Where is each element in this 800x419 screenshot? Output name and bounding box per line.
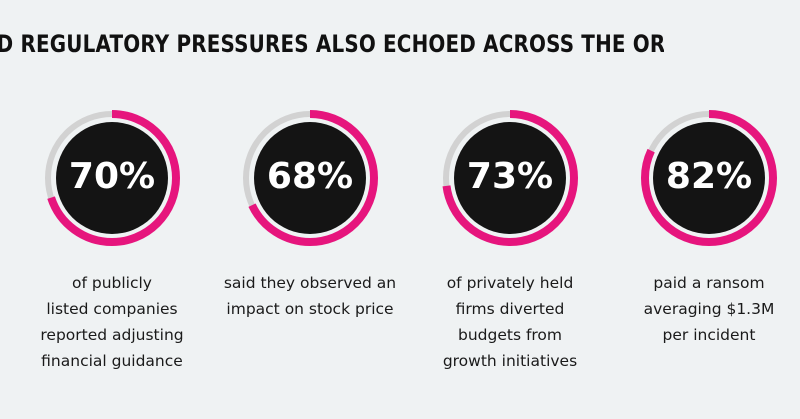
caption-line: budgets from <box>457 326 563 344</box>
stat-value: 73% <box>466 156 554 197</box>
donut-4 <box>639 108 779 248</box>
stat-value: 82% <box>665 156 753 197</box>
donut-disc <box>56 122 168 234</box>
stat-value: 68% <box>266 156 354 197</box>
caption-line: of privately held <box>446 274 574 292</box>
caption-line: averaging $1.3M <box>643 300 775 318</box>
caption-line: said they observed an <box>223 274 397 292</box>
donut-disc <box>254 122 366 234</box>
stat-card-1: 70% of publicly listed companies reporte… <box>22 108 202 408</box>
caption-line: per incident <box>662 326 756 344</box>
donut-disc <box>653 122 765 234</box>
caption-line: of publicly <box>72 274 152 292</box>
donut-3 <box>440 108 580 248</box>
stat-card-3: 73% of privately held firms diverted bud… <box>420 108 600 408</box>
caption-line: financial guidance <box>41 352 183 370</box>
donut-2 <box>240 108 380 248</box>
stat-value: 70% <box>68 156 156 197</box>
stat-card-4: 82% paid a ransom averaging $1.3M per in… <box>619 108 799 408</box>
caption-line: paid a ransom <box>653 274 765 292</box>
stat-caption: paid a ransom averaging $1.3M per incide… <box>619 270 799 348</box>
headline: D REGULATORY PRESSURES ALSO ECHOED ACROS… <box>0 30 664 58</box>
stat-caption: of privately held firms diverted budgets… <box>420 270 600 374</box>
caption-line: reported adjusting <box>40 326 184 344</box>
stat-caption: of publicly listed companies reported ad… <box>22 270 202 374</box>
donut-arc <box>44 110 180 246</box>
caption-line: impact on stock price <box>226 300 394 318</box>
stat-caption: said they observed an impact on stock pr… <box>220 270 400 322</box>
donut-arc <box>641 110 777 246</box>
donut-1 <box>42 108 182 248</box>
donut-disc <box>454 122 566 234</box>
caption-line: growth initiatives <box>442 352 578 370</box>
caption-line: listed companies <box>46 300 178 318</box>
stat-card-2: 68% said they observed an impact on stoc… <box>220 108 400 408</box>
caption-line: firms diverted <box>455 300 565 318</box>
donut-arc <box>442 110 578 246</box>
donut-arc <box>242 110 378 246</box>
headline-text: D REGULATORY PRESSURES ALSO ECHOED ACROS… <box>0 30 664 58</box>
